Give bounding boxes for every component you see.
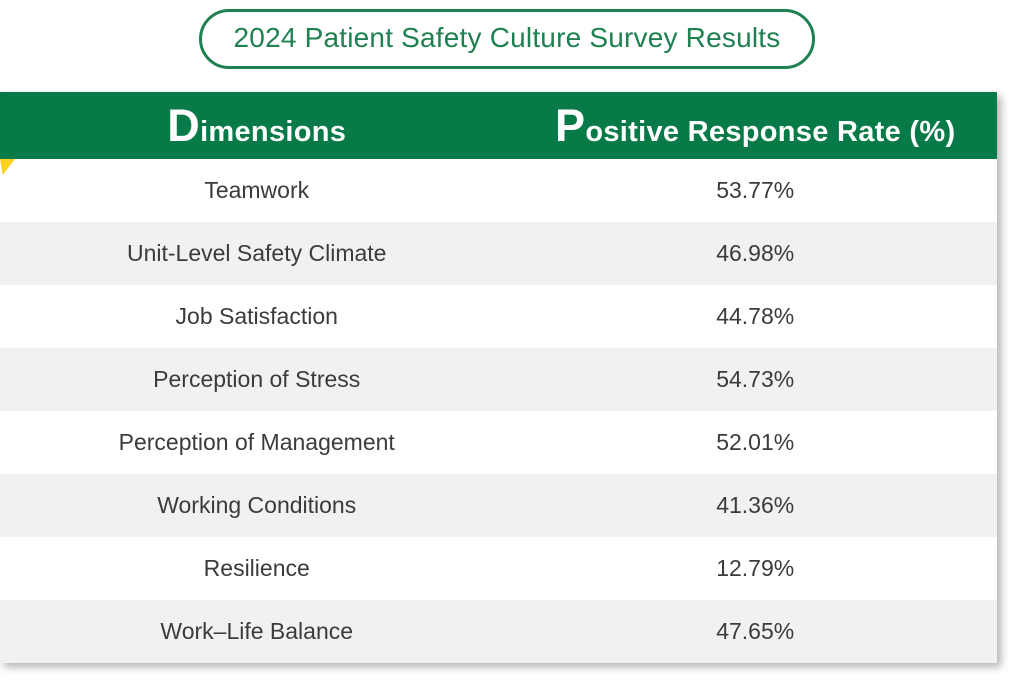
dimension-cell: Work–Life Balance — [160, 618, 354, 644]
table-row: Job Satisfaction 44.78% — [0, 285, 997, 348]
rate-cell: 44.78% — [716, 303, 795, 329]
rate-cell: 12.79% — [716, 555, 795, 581]
dimension-cell: Working Conditions — [157, 492, 357, 518]
table-row: Work–Life Balance 47.65% — [0, 600, 997, 663]
rate-cell: 52.01% — [716, 429, 795, 455]
table-row: Unit-Level Safety Climate 46.98% — [0, 222, 997, 285]
rate-cell: 46.98% — [716, 240, 795, 266]
survey-results-table: Dimensions Positive Response Rate (%) Te… — [0, 92, 997, 663]
column-header-dimensions: Dimensions — [0, 100, 513, 152]
dimension-cell: Resilience — [203, 555, 310, 581]
table-row: Teamwork 53.77% — [0, 159, 997, 222]
rate-cell: 47.65% — [716, 618, 795, 644]
rate-cell: 41.36% — [716, 492, 795, 518]
page-title: 2024 Patient Safety Culture Survey Resul… — [198, 9, 816, 69]
table-row: Perception of Management 52.01% — [0, 411, 997, 474]
dimension-cell: Perception of Management — [118, 429, 395, 455]
column-header-positive-response-rate: Positive Response Rate (%) — [513, 100, 997, 152]
table-header-row: Dimensions Positive Response Rate (%) — [0, 92, 997, 159]
table-row: Resilience 12.79% — [0, 537, 997, 600]
rate-cell: 54.73% — [716, 366, 795, 392]
table-body: Teamwork 53.77% Unit-Level Safety Climat… — [0, 159, 997, 663]
dimension-cell: Unit-Level Safety Climate — [126, 240, 387, 266]
dimension-cell: Teamwork — [204, 177, 310, 203]
title-section: 2024 Patient Safety Culture Survey Resul… — [0, 0, 1014, 69]
column-header-positive-response-rate-label: Positive Response Rate (%) — [555, 99, 956, 151]
column-header-dimensions-label: Dimensions — [167, 99, 347, 151]
dimension-cell: Job Satisfaction — [175, 303, 338, 329]
dimension-cell: Perception of Stress — [153, 366, 361, 392]
table-row: Working Conditions 41.36% — [0, 474, 997, 537]
rate-cell: 53.77% — [716, 177, 795, 203]
table-row: Perception of Stress 54.73% — [0, 348, 997, 411]
